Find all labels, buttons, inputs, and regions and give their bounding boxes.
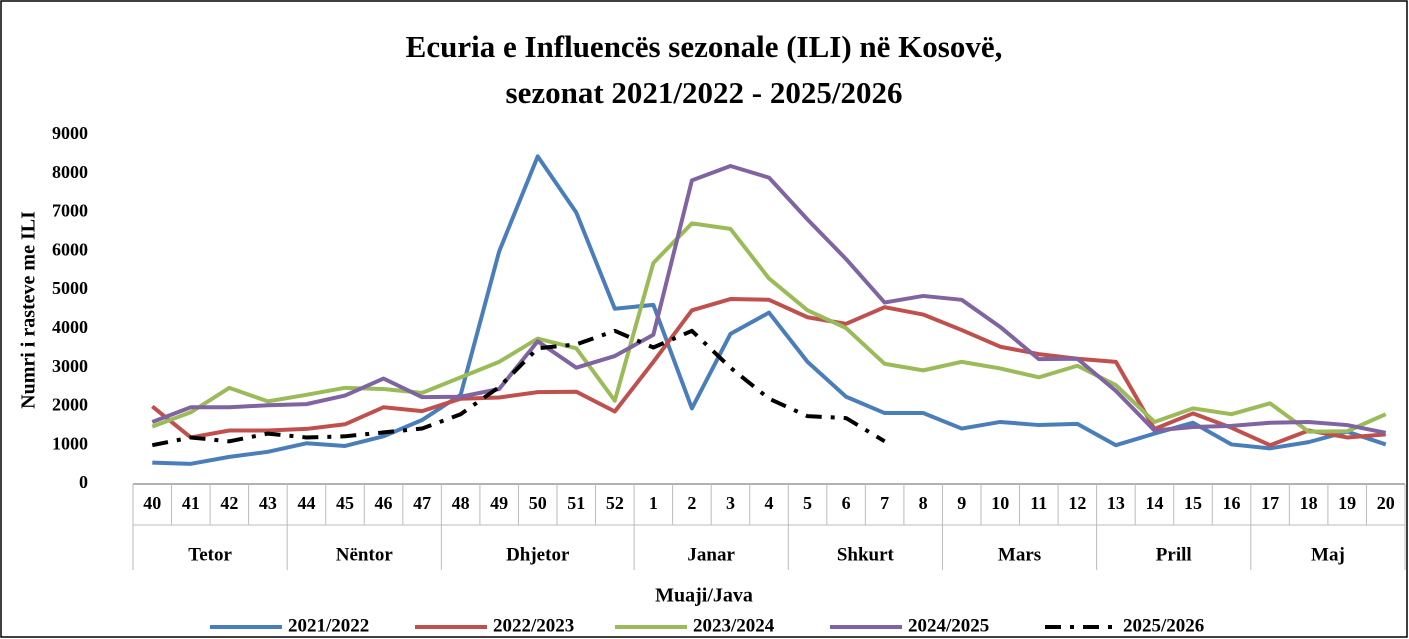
- month-label: Nëntor: [336, 544, 394, 565]
- x-tick-label: 3: [726, 493, 735, 513]
- x-tick-label: 47: [413, 493, 431, 513]
- x-tick-label: 10: [991, 493, 1009, 513]
- y-tick-label: 1000: [52, 433, 88, 453]
- y-axis-label: Numri i rasteve me ILI: [18, 211, 40, 409]
- x-tick-label: 40: [143, 493, 161, 513]
- x-tick-label: 5: [803, 493, 812, 513]
- x-tick-label: 49: [490, 493, 508, 513]
- series-line: [151, 297, 1386, 448]
- legend-label: 2022/2023: [493, 615, 574, 636]
- month-label: Mars: [998, 544, 1041, 565]
- x-tick-label: 18: [1300, 493, 1318, 513]
- y-tick-label: 5000: [52, 278, 88, 298]
- x-tick-label: 46: [375, 493, 393, 513]
- legend-label: 2021/2022: [288, 615, 369, 636]
- y-tick-label: 6000: [52, 239, 88, 259]
- y-tick-label: 9000: [52, 123, 88, 143]
- y-tick-label: 7000: [52, 201, 88, 221]
- x-tick-label: 1: [649, 493, 658, 513]
- month-label: Shkurt: [837, 544, 895, 565]
- month-label: Janar: [687, 544, 735, 565]
- x-tick-label: 6: [842, 493, 851, 513]
- month-label: Prill: [1156, 544, 1192, 565]
- x-tick-label: 15: [1184, 493, 1202, 513]
- x-tick-label: 13: [1107, 493, 1125, 513]
- x-tick-label: 7: [880, 493, 889, 513]
- series-line: [151, 164, 1387, 435]
- x-tick-label: 50: [529, 493, 547, 513]
- x-axis-label: Muaji/Java: [655, 585, 753, 607]
- x-tick-label: 14: [1145, 493, 1163, 513]
- chart-title: Ecuria e Influencës sezonale (ILI) në Ko…: [406, 29, 1003, 64]
- x-tick-label: 41: [182, 493, 200, 513]
- x-tick-label: 16: [1223, 493, 1241, 513]
- legend-label: 2023/2024: [693, 615, 775, 636]
- legend-label: 2024/2025: [908, 615, 989, 636]
- month-label: Tetor: [188, 544, 232, 565]
- x-tick-label: 20: [1377, 493, 1395, 513]
- chart-title: sezonat 2021/2022 - 2025/2026: [506, 75, 903, 110]
- x-tick-label: 45: [336, 493, 354, 513]
- x-tick-label: 4: [765, 493, 774, 513]
- series-line: [151, 328, 886, 448]
- x-tick-label: 12: [1068, 493, 1086, 513]
- y-tick-label: 8000: [52, 162, 88, 182]
- x-tick-label: 11: [1030, 493, 1047, 513]
- x-tick-label: 2: [687, 493, 696, 513]
- month-label: Maj: [1311, 544, 1345, 565]
- x-tick-label: 19: [1338, 493, 1356, 513]
- x-tick-label: 48: [452, 493, 470, 513]
- month-label: Dhjetor: [506, 544, 570, 565]
- x-tick-label: 8: [919, 493, 928, 513]
- x-tick-label: 17: [1261, 493, 1279, 513]
- y-tick-label: 2000: [52, 395, 88, 415]
- x-tick-label: 51: [567, 493, 585, 513]
- x-tick-label: 44: [297, 493, 315, 513]
- legend-label: 2025/2026: [1123, 615, 1204, 636]
- y-tick-label: 0: [79, 472, 88, 492]
- y-tick-label: 3000: [52, 356, 88, 376]
- x-tick-label: 9: [957, 493, 966, 513]
- x-tick-label: 43: [259, 493, 277, 513]
- x-tick-label: 52: [606, 493, 624, 513]
- x-tick-label: 42: [220, 493, 238, 513]
- y-tick-label: 4000: [52, 317, 88, 337]
